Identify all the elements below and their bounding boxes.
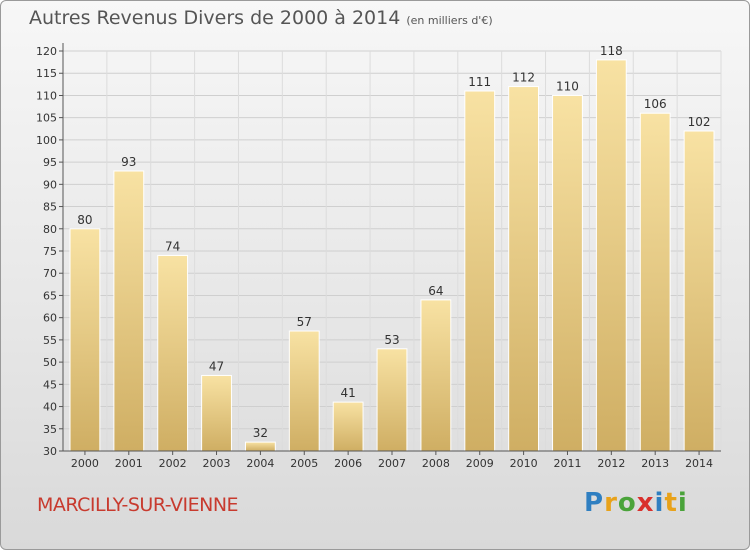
logo-letter: o <box>617 488 637 518</box>
y-tick-label: 65 <box>43 289 57 302</box>
value-label-2002: 74 <box>165 239 180 253</box>
x-tick-label-2011: 2011 <box>553 457 581 470</box>
x-tick-label-2006: 2006 <box>334 457 362 470</box>
bar-2007 <box>376 348 408 452</box>
x-tick-label-2000: 2000 <box>71 457 99 470</box>
bars: 80 93 74 47 32 57 41 53 64 111 112 110 118 106 102 <box>69 44 715 452</box>
value-label-2001: 93 <box>121 155 136 169</box>
x-tick-label-2014: 2014 <box>685 457 713 470</box>
chart-title: Autres Revenus Divers de 2000 à 2014 (en … <box>29 7 493 29</box>
y-tick-label: 85 <box>43 201 57 214</box>
y-tick-label: 60 <box>43 312 57 325</box>
x-tick-label-2005: 2005 <box>290 457 318 470</box>
value-label-2003: 47 <box>209 359 224 373</box>
bar-2002 <box>157 254 189 452</box>
bar-2001 <box>113 170 145 452</box>
chart-subtitle: (en milliers d'€) <box>406 14 493 27</box>
bar-2010 <box>508 86 540 452</box>
logo-letter: t <box>664 488 678 518</box>
x-tick-label-2003: 2003 <box>203 457 231 470</box>
logo-letter: x <box>636 488 655 518</box>
x-tick-label-2010: 2010 <box>510 457 538 470</box>
bar-2014 <box>683 130 715 452</box>
value-label-2011: 110 <box>556 79 579 93</box>
logo-letter: i <box>654 488 665 518</box>
y-tick-label: 105 <box>36 112 57 125</box>
bar-2004 <box>244 441 276 452</box>
logo-letter: i <box>677 488 688 518</box>
bar-2012 <box>595 59 627 452</box>
value-label-2008: 64 <box>428 284 443 298</box>
x-tick-label-2007: 2007 <box>378 457 406 470</box>
y-tick-label: 115 <box>36 67 57 80</box>
value-label-2004: 32 <box>253 426 268 440</box>
bar-2003 <box>201 374 232 452</box>
y-tick-label: 35 <box>43 423 57 436</box>
y-tick-label: 40 <box>43 401 57 414</box>
logo-letter: r <box>604 488 618 518</box>
value-label-2012: 118 <box>600 44 623 58</box>
y-tick-label: 95 <box>43 156 57 169</box>
y-tick-label: 30 <box>43 445 57 458</box>
logo-letter: P <box>584 488 605 518</box>
value-label-2013: 106 <box>644 97 667 111</box>
x-tick-label-2001: 2001 <box>115 457 143 470</box>
bar-2008 <box>420 299 452 452</box>
y-tick-label: 70 <box>43 267 57 280</box>
commune-name: MARCILLY-SUR-VIENNE <box>37 494 239 516</box>
axes: 30 35 40 45 50 55 60 65 70 75 80 85 90 95 100 105 110 115… <box>36 43 721 470</box>
x-tick-label-2013: 2013 <box>641 457 669 470</box>
chart-title-text: Autres Revenus Divers de 2000 à 2014 <box>29 7 401 29</box>
bar-2013 <box>639 112 671 452</box>
y-tick-label: 75 <box>43 245 57 258</box>
y-tick-label: 90 <box>43 178 57 191</box>
value-label-2007: 53 <box>384 333 399 347</box>
value-label-2005: 57 <box>297 315 312 329</box>
proxiti-logo: Proxiti <box>584 488 688 518</box>
y-tick-label: 80 <box>43 223 57 236</box>
bar-2005 <box>288 330 320 452</box>
y-tick-label: 55 <box>43 334 57 347</box>
x-tick-label-2012: 2012 <box>597 457 625 470</box>
y-tick-label: 50 <box>43 356 57 369</box>
bar-2011 <box>552 94 583 452</box>
value-label-2000: 80 <box>77 213 92 227</box>
x-tick-label-2002: 2002 <box>159 457 187 470</box>
y-tick-label: 45 <box>43 378 57 391</box>
y-tick-label: 110 <box>36 89 57 102</box>
x-tick-label-2009: 2009 <box>466 457 494 470</box>
bar-2009 <box>464 90 496 452</box>
value-label-2014: 102 <box>688 115 711 129</box>
x-tick-label-2004: 2004 <box>246 457 274 470</box>
y-tick-label: 100 <box>36 134 57 147</box>
value-label-2010: 112 <box>512 71 535 85</box>
bar-2006 <box>332 401 364 452</box>
value-label-2009: 111 <box>468 75 491 89</box>
x-tick-label-2008: 2008 <box>422 457 450 470</box>
y-tick-label: 120 <box>36 45 57 58</box>
value-label-2006: 41 <box>340 386 355 400</box>
bar-2000 <box>69 228 101 452</box>
